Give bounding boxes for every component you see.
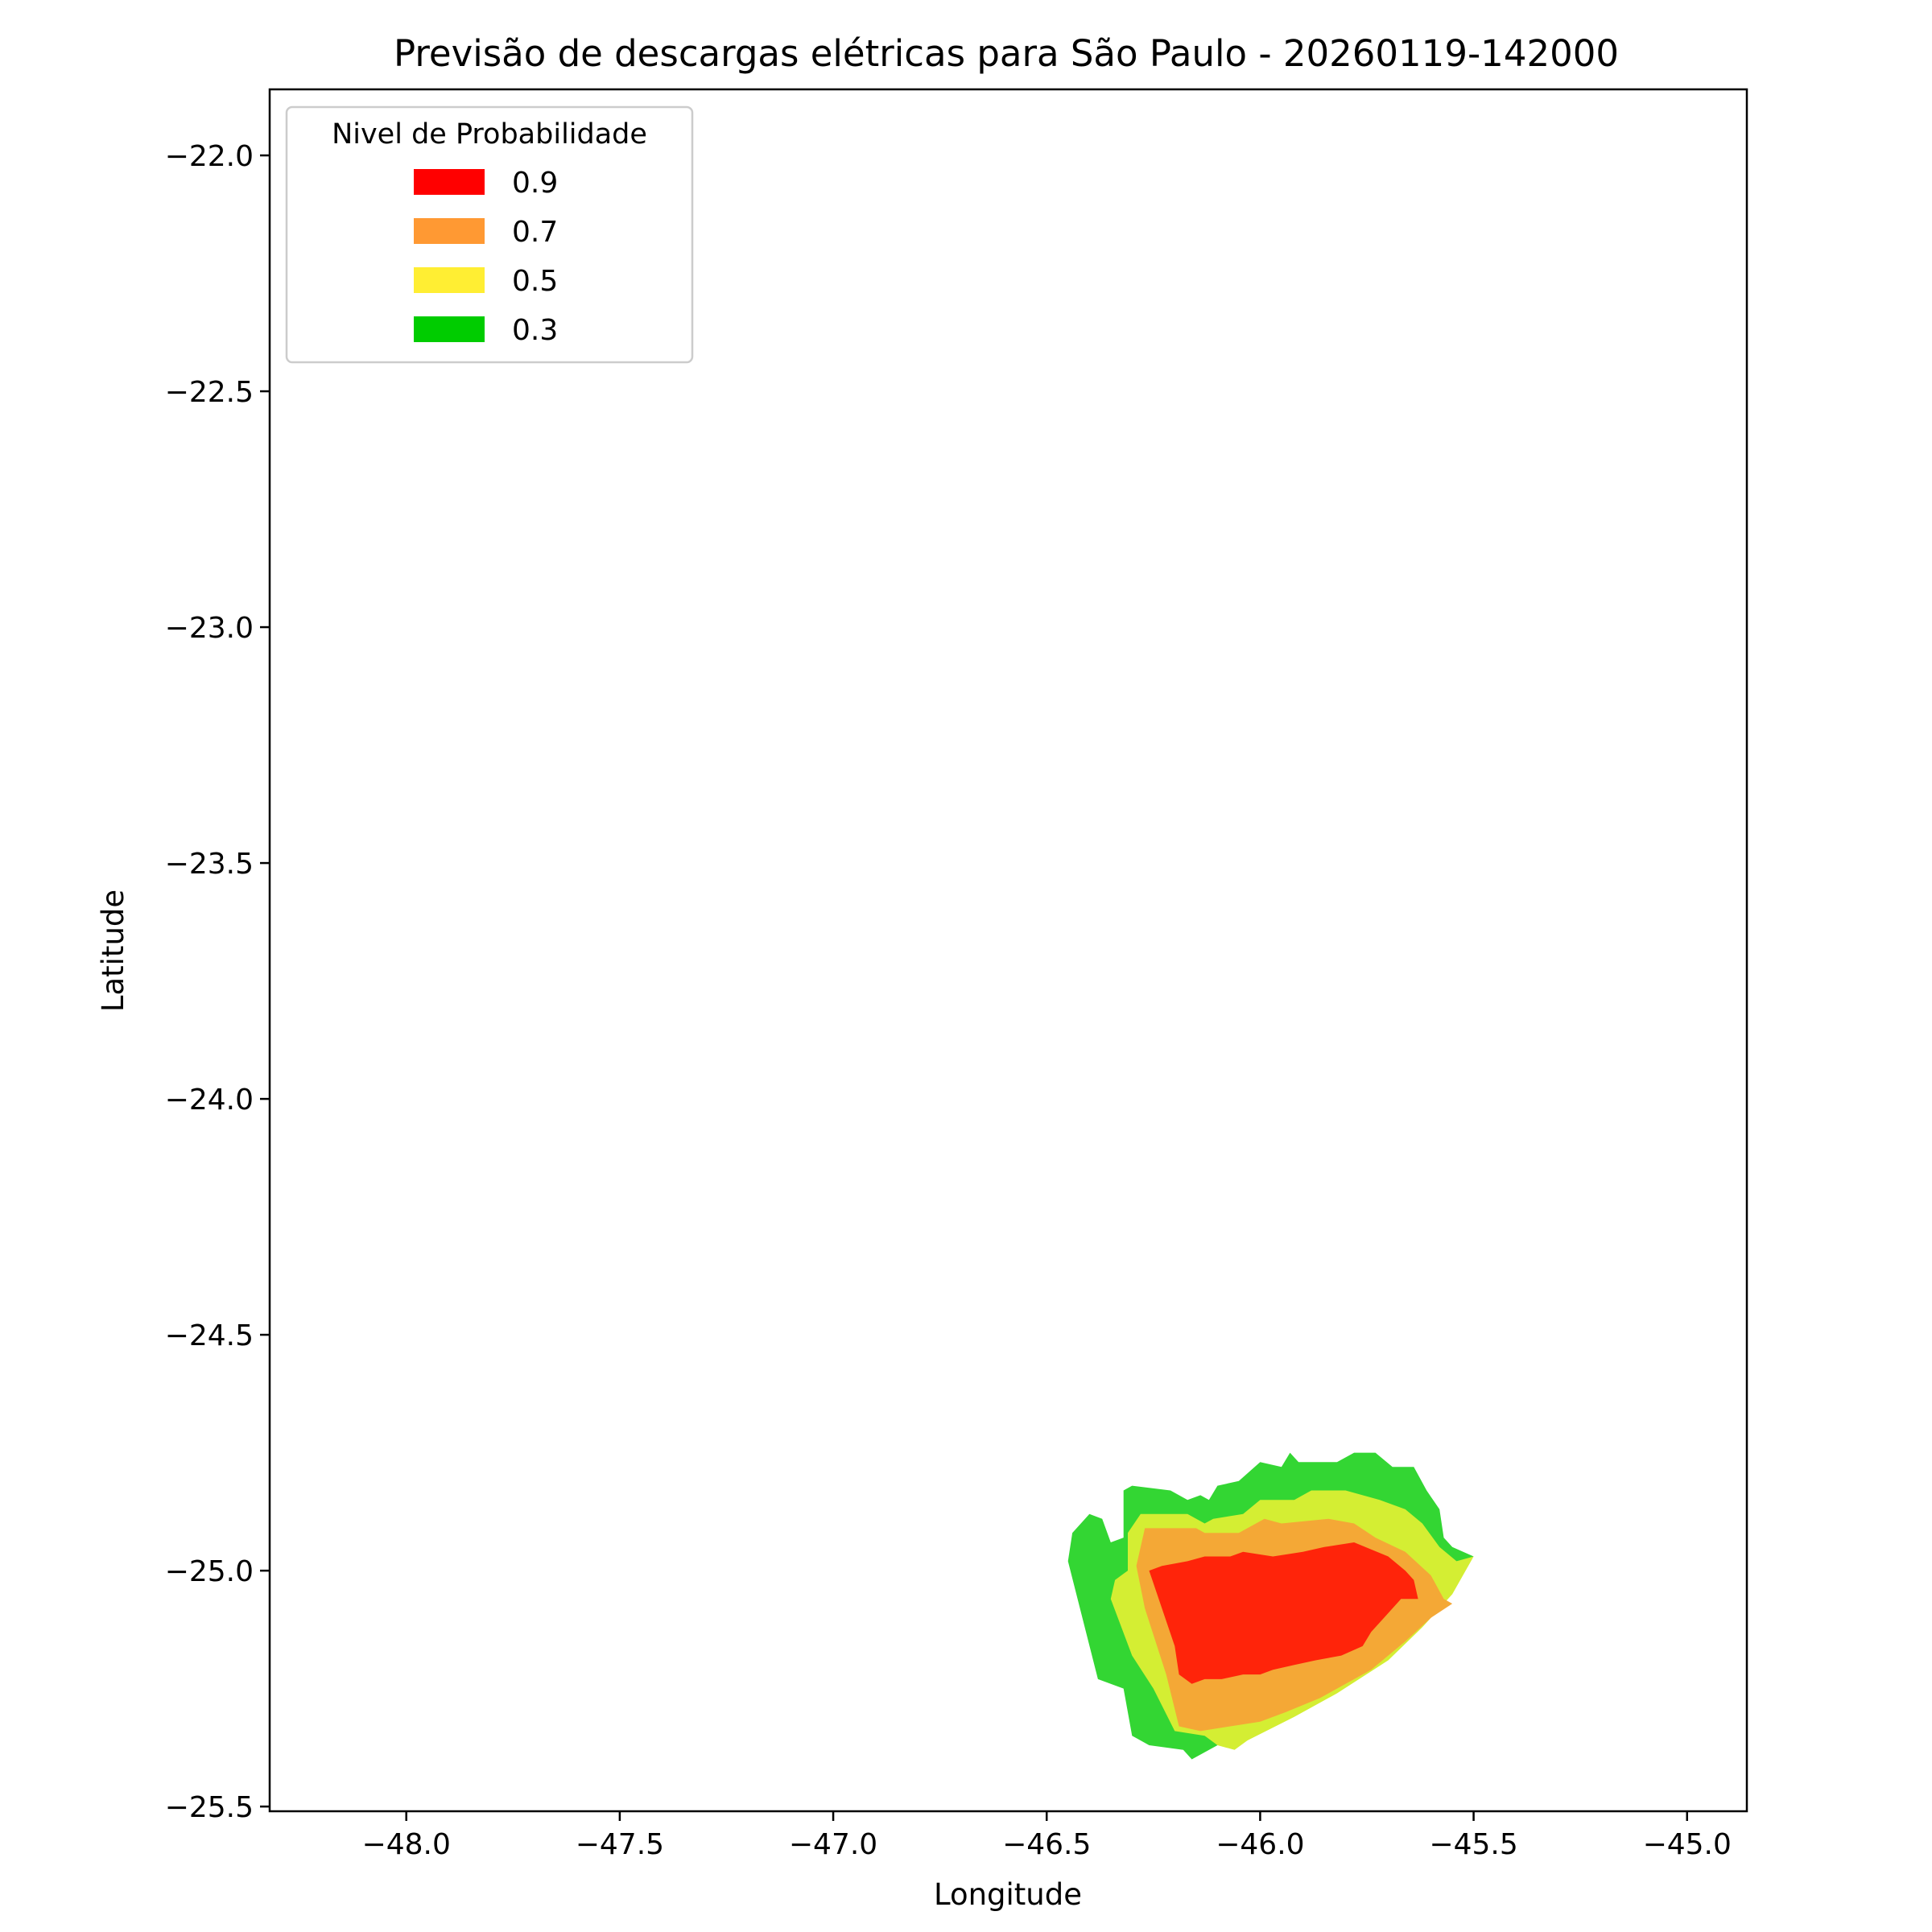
- plot-frame: [268, 88, 1748, 1813]
- legend-entries: 0.9 0.7 0.5 0.3: [414, 167, 558, 347]
- x-axis-label: Longitude: [934, 1877, 1082, 1912]
- plot-area: [268, 88, 1748, 1813]
- x-tick-label: −46.0: [1216, 1828, 1304, 1861]
- legend: Nivel de Probabilidade 0.9 0.7 0.5 0.3: [285, 105, 694, 364]
- y-tick-label: −24.5: [165, 1319, 254, 1352]
- legend-swatch: [414, 218, 485, 244]
- y-tick-label: −24.0: [165, 1084, 254, 1117]
- y-tick-label: −22.5: [165, 376, 254, 409]
- y-axis: −22.0 −22.5 −23.0 −23.5 −24.0 −24.5 −25.0 −25.5: [165, 140, 270, 1824]
- region-level-0-9: [1149, 1542, 1418, 1684]
- legend-swatch: [414, 267, 485, 293]
- legend-label: 0.7: [512, 216, 558, 249]
- x-tick-label: −45.5: [1429, 1828, 1517, 1861]
- x-tick-label: −47.0: [789, 1828, 877, 1861]
- x-axis: −48.0 −47.5 −47.0 −46.5 −46.0 −45.5 −45.0: [362, 1811, 1732, 1861]
- y-tick-label: −25.0: [165, 1555, 254, 1588]
- y-tick-label: −23.5: [165, 848, 254, 881]
- x-tick-label: −47.5: [576, 1828, 664, 1861]
- legend-label: 0.5: [512, 265, 558, 298]
- legend-box: [285, 105, 694, 364]
- y-tick-label: −25.5: [165, 1791, 254, 1824]
- y-tick-label: −22.0: [165, 140, 254, 173]
- x-tick-label: −45.0: [1643, 1828, 1732, 1861]
- x-tick-label: −46.5: [1002, 1828, 1091, 1861]
- y-tick-label: −23.0: [165, 612, 254, 645]
- x-tick-label: −48.0: [362, 1828, 451, 1861]
- legend-label: 0.9: [512, 167, 558, 200]
- y-axis-label: Latitude: [96, 890, 130, 1012]
- legend-swatch: [414, 316, 485, 342]
- legend-label: 0.3: [512, 314, 558, 347]
- chart-title: Previsão de descargas elétricas para São…: [394, 32, 1619, 75]
- plot-background: [270, 89, 1747, 1811]
- legend-swatch: [414, 169, 485, 195]
- legend-title: Nivel de Probabilidade: [332, 118, 647, 151]
- probability-regions: [1067, 1452, 1474, 1760]
